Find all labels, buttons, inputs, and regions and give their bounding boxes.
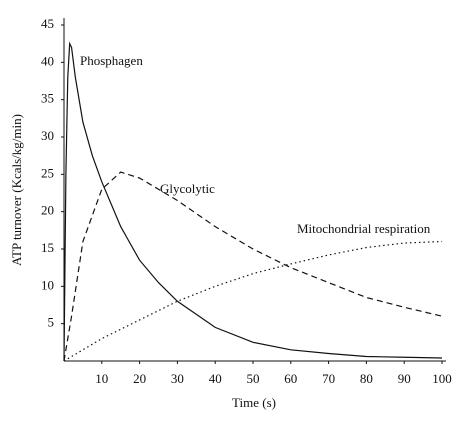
x-tick-label: 50 bbox=[247, 371, 260, 386]
y-tick-label: 35 bbox=[41, 91, 54, 106]
x-tick-label: 60 bbox=[284, 371, 297, 386]
series-line bbox=[63, 240, 443, 362]
x-tick-label: 70 bbox=[322, 371, 335, 386]
series-label: Glycolytic bbox=[160, 181, 215, 196]
y-tick-label: 20 bbox=[41, 203, 54, 218]
y-tick-label: 15 bbox=[41, 240, 54, 255]
x-tick-label: 10 bbox=[95, 371, 108, 386]
series-line bbox=[63, 171, 443, 362]
x-tick-label: 30 bbox=[171, 371, 184, 386]
x-tick-label: 80 bbox=[360, 371, 373, 386]
y-tick-label: 45 bbox=[41, 16, 54, 31]
y-tick-label: 5 bbox=[48, 315, 55, 330]
x-tick-label: 40 bbox=[209, 371, 222, 386]
series-line bbox=[63, 41, 443, 362]
y-tick-label: 30 bbox=[41, 128, 54, 143]
x-tick-label: 20 bbox=[133, 371, 146, 386]
y-tick-label: 10 bbox=[41, 277, 54, 292]
y-axis-label: ATP turnover (Kcals/kg/min) bbox=[9, 114, 24, 266]
x-tick-label: 100 bbox=[432, 371, 452, 386]
x-axis-label: Time (s) bbox=[232, 395, 276, 410]
y-tick-label: 40 bbox=[41, 53, 54, 68]
x-tick-label: 90 bbox=[398, 371, 411, 386]
series-label: Phosphagen bbox=[80, 53, 143, 68]
series-label: Mitochondrial respiration bbox=[297, 221, 431, 236]
y-tick-label: 25 bbox=[41, 165, 54, 180]
